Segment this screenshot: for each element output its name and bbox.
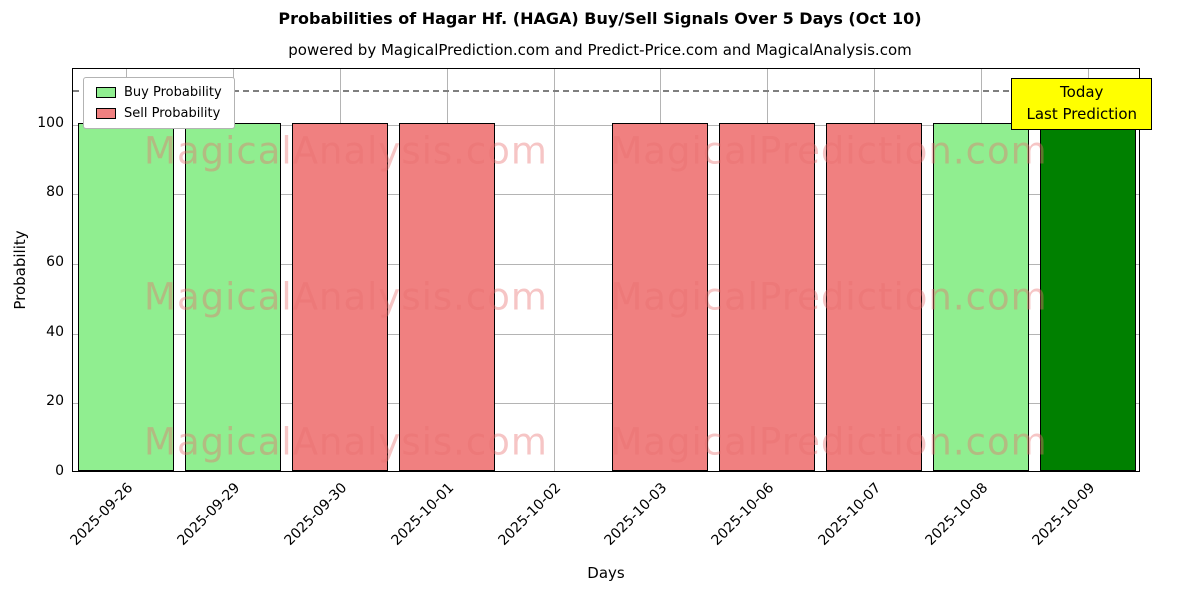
watermark-analysis: MagicalAnalysis.com [144, 129, 548, 173]
watermark-prediction: MagicalPrediction.com [610, 275, 1048, 319]
y-tick-label: 20 [46, 393, 64, 410]
plot-area: MagicalAnalysis.com MagicalPrediction.co… [72, 68, 1152, 472]
bar-sell [719, 122, 816, 471]
x-tick-label: 2025-10-03 [601, 480, 671, 549]
x-gridline [553, 69, 555, 471]
bar-sell [825, 122, 923, 471]
x-tick-label: 2025-10-07 [815, 480, 885, 549]
bar-buy [78, 122, 175, 471]
y-gridline [73, 124, 1139, 126]
legend-item-sell: Sell Probability [96, 106, 222, 121]
y-gridline [73, 403, 1139, 405]
bar-buy [185, 122, 282, 471]
legend-item-buy: Buy Probability [96, 85, 222, 100]
x-axis-label: Days [587, 564, 625, 582]
x-tick-label: 2025-09-26 [67, 480, 137, 549]
legend-label-sell: Sell Probability [124, 106, 221, 121]
buy-swatch-icon [96, 87, 116, 98]
legend-label-buy: Buy Probability [124, 85, 222, 100]
bar-buy [932, 122, 1029, 471]
x-tick-label: 2025-10-02 [495, 480, 564, 549]
y-tick-label: 100 [37, 114, 64, 131]
bar-today [1039, 122, 1136, 471]
bar-sell [291, 122, 389, 471]
x-tick-label: 2025-10-09 [1029, 480, 1098, 549]
y-tick-label: 80 [46, 184, 64, 201]
x-tick-label: 2025-10-08 [922, 480, 992, 549]
chart-title: Probabilities of Hagar Hf. (HAGA) Buy/Se… [278, 9, 922, 28]
watermark-analysis: MagicalAnalysis.com [144, 275, 548, 319]
watermark-prediction: MagicalPrediction.com [610, 420, 1048, 464]
y-tick-label: 40 [46, 323, 64, 340]
sell-swatch-icon [96, 108, 116, 119]
y-gridline [73, 333, 1139, 335]
threshold-dashed-line [73, 89, 1139, 92]
y-tick-label: 0 [55, 463, 64, 479]
watermark-analysis: MagicalAnalysis.com [144, 420, 548, 464]
bar-sell [612, 122, 709, 471]
y-tick-label: 60 [46, 254, 64, 271]
annotation-line-2: Last Prediction [1026, 104, 1137, 123]
chart-subtitle: powered by MagicalPrediction.com and Pre… [288, 41, 912, 59]
x-tick-label: 2025-10-01 [388, 480, 458, 549]
x-tick-label: 2025-10-06 [708, 480, 778, 549]
y-gridline [73, 194, 1139, 196]
annotation-line-1: Today [1060, 83, 1104, 101]
legend: Buy Probability Sell Probability [83, 77, 235, 129]
today-annotation: Today Last Prediction [1011, 78, 1152, 130]
y-gridline [73, 264, 1139, 266]
watermark-prediction: MagicalPrediction.com [610, 129, 1048, 173]
bar-sell [398, 122, 495, 471]
x-tick-label: 2025-09-30 [281, 480, 351, 549]
x-tick-label: 2025-09-29 [174, 480, 244, 549]
